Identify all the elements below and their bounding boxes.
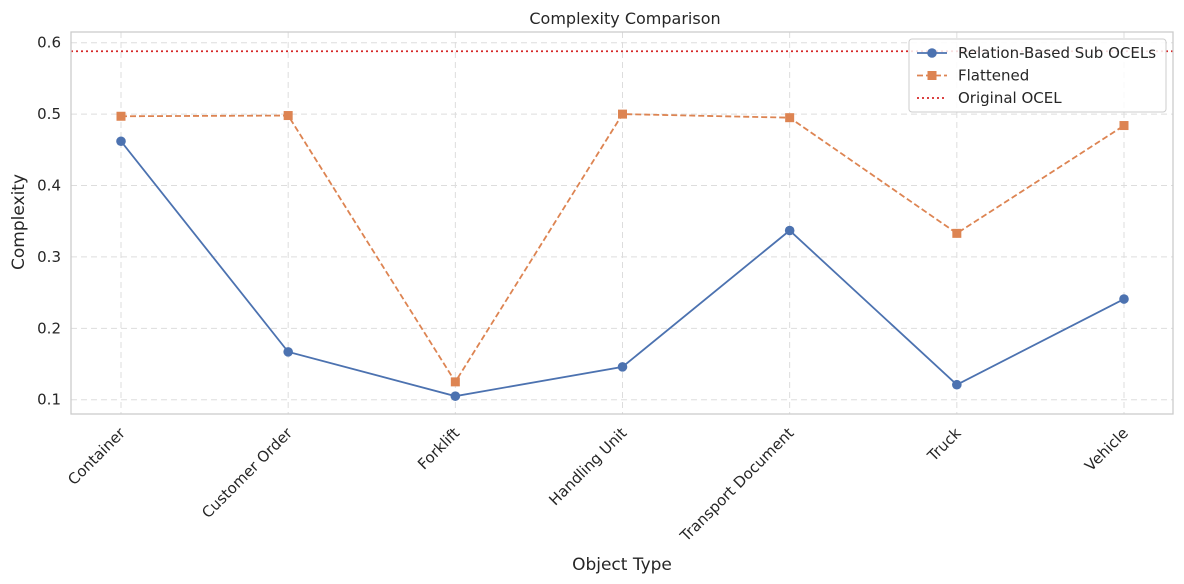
x-tick-label: Customer Order bbox=[198, 424, 296, 522]
data-point-flattened bbox=[952, 228, 962, 238]
y-tick-label: 0.4 bbox=[37, 177, 61, 195]
data-point-flattened bbox=[283, 111, 293, 121]
y-tick-label: 0.5 bbox=[37, 105, 61, 123]
legend-label: Relation-Based Sub OCELs bbox=[958, 44, 1156, 62]
data-point-flattened bbox=[785, 113, 795, 123]
data-point-flattened bbox=[1119, 121, 1129, 131]
x-axis-label: Object Type bbox=[572, 555, 672, 575]
data-point-relation-based bbox=[784, 225, 795, 236]
y-tick-label: 0.2 bbox=[37, 319, 61, 337]
data-point-relation-based bbox=[283, 347, 293, 357]
y-tick-label: 0.3 bbox=[37, 248, 61, 266]
data-point-flattened bbox=[618, 109, 627, 119]
data-point-relation-based bbox=[450, 391, 461, 401]
data-point-relation-based bbox=[116, 136, 126, 147]
data-point-relation-based bbox=[617, 362, 628, 372]
x-tick-label: Container bbox=[64, 424, 129, 489]
x-tick-label: Vehicle bbox=[1081, 424, 1132, 475]
chart-title: Complexity Comparison bbox=[529, 9, 720, 28]
y-tick-label: 0.6 bbox=[37, 34, 61, 52]
legend-marker-circle bbox=[927, 48, 937, 58]
data-point-relation-based bbox=[1119, 294, 1129, 304]
legend-label: Original OCEL bbox=[958, 89, 1062, 107]
series-group bbox=[116, 109, 1129, 401]
legend-label: Flattened bbox=[958, 67, 1029, 85]
x-tick-label: Transport Document bbox=[676, 424, 798, 546]
x-tick-label: Handling Unit bbox=[545, 424, 630, 509]
legend-box bbox=[908, 38, 1167, 113]
y-tick-labels: 0.1 0.2 0.3 0.4 0.5 0.6 bbox=[37, 34, 61, 409]
data-point-flattened bbox=[116, 111, 126, 121]
y-axis-label: Complexity bbox=[9, 174, 29, 270]
x-tick-label: Truck bbox=[923, 424, 965, 466]
x-tick-labels: Container Customer Order Forklift Handling … bbox=[64, 424, 1132, 546]
legend-marker-square bbox=[927, 71, 937, 80]
data-point-flattened bbox=[450, 377, 460, 387]
legend: Relation-Based Sub OCELs Flattened Origina… bbox=[908, 38, 1167, 113]
plot-frame bbox=[70, 31, 1174, 415]
data-point-relation-based bbox=[952, 379, 962, 390]
x-tick-label: Forklift bbox=[414, 424, 463, 473]
y-tick-label: 0.1 bbox=[37, 391, 61, 409]
